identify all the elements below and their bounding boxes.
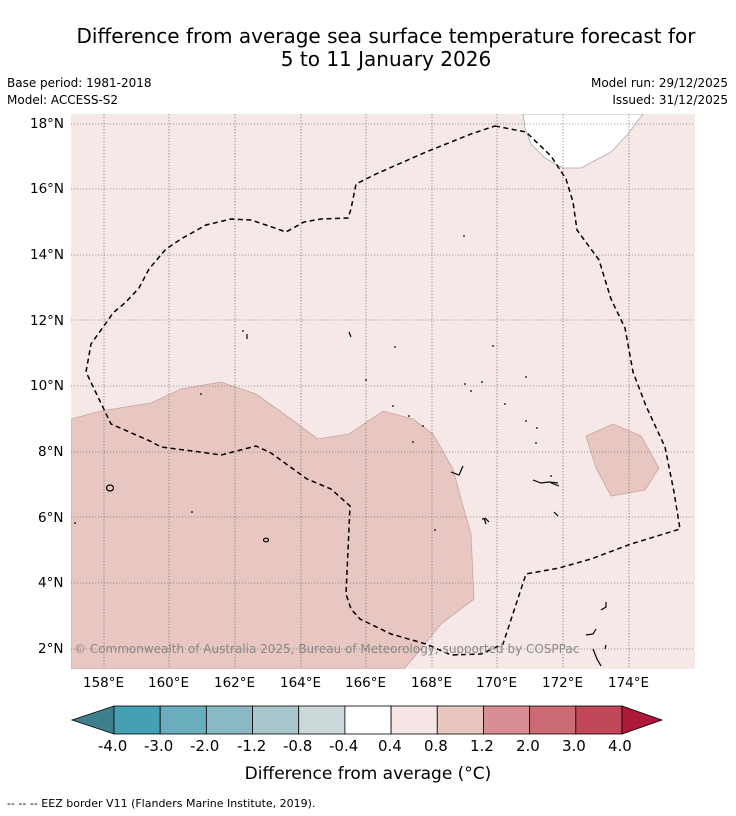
colorbar (70, 705, 664, 735)
x-tick-170e: 170°E (476, 675, 518, 691)
y-tick-14n: 14°N (30, 247, 65, 263)
colorbar-extend-low (70, 705, 115, 735)
colorbar-segment-6 (344, 705, 392, 735)
y-tick-16n: 16°N (30, 181, 65, 197)
y-tick-6n: 6°N (38, 510, 64, 526)
colorbar-segments (113, 705, 623, 735)
cb-label-10: 2.0 (516, 737, 540, 755)
model-name: Model: ACCESS-S2 (7, 93, 119, 107)
colorbar-segment-5 (298, 705, 346, 735)
cb-label-2: -3.0 (144, 737, 174, 755)
colorbar-segment-3 (205, 705, 253, 735)
colorbar-segment-11 (575, 705, 623, 735)
x-tick-164e: 164°E (280, 675, 322, 691)
cb-label-1: -4.0 (98, 737, 128, 755)
reefs (74, 235, 552, 531)
colorbar-segment-4 (252, 705, 300, 735)
x-tick-174e: 174°E (608, 675, 650, 691)
x-tick-172e: 172°E (542, 675, 584, 691)
y-tick-2n: 2°N (38, 641, 64, 657)
issued-date: Issued: 31/12/2025 (612, 93, 728, 107)
cb-label-3: -2.0 (190, 737, 220, 755)
x-tick-162e: 162°E (214, 675, 256, 691)
x-tick-160e: 160°E (148, 675, 190, 691)
x-tick-166e: 166°E (345, 675, 387, 691)
base-period: Base period: 1981-2018 (7, 76, 152, 90)
colorbar-segment-10 (529, 705, 577, 735)
y-tick-10n: 10°N (30, 378, 65, 394)
copyright-notice: © Commonwealth of Australia 2025, Bureau… (74, 642, 579, 656)
model-run: Model run: 29/12/2025 (590, 76, 728, 90)
cb-label-7: 0.4 (378, 737, 402, 755)
map-title-line2: 5 to 11 January 2026 (280, 47, 492, 71)
anomaly-region-warm-east (585, 423, 660, 497)
graticule (71, 114, 695, 669)
colorbar-segment-8 (436, 705, 484, 735)
cb-label-6: -0.4 (329, 737, 359, 755)
colorbar-segment-7 (390, 705, 438, 735)
map-title-line1: Difference from average sea surface temp… (76, 24, 696, 48)
cb-label-8: 0.8 (424, 737, 448, 755)
sst-anomaly-map: © Commonwealth of Australia 2025, Bureau… (71, 114, 695, 669)
colorbar-axis-label: Difference from average (°C) (244, 764, 492, 784)
cb-label-4: -1.2 (237, 737, 267, 755)
colorbar-segment-9 (483, 705, 531, 735)
colorbar-extend-high (621, 705, 664, 735)
x-tick-158e: 158°E (83, 675, 125, 691)
cb-label-12: 4.0 (608, 737, 632, 755)
x-tick-168e: 168°E (411, 675, 453, 691)
eez-legend-note: -- -- -- EEZ border V11 (Flanders Marine… (7, 797, 316, 810)
y-tick-12n: 12°N (30, 313, 65, 329)
cb-label-9: 1.2 (470, 737, 494, 755)
eez-border-main (85, 125, 681, 656)
cb-label-5: -0.8 (283, 737, 313, 755)
islands (105, 331, 607, 667)
y-tick-8n: 8°N (38, 444, 64, 460)
colorbar-segment-2 (159, 705, 207, 735)
anomaly-region-warm-west (71, 381, 475, 669)
y-tick-18n: 18°N (30, 116, 65, 132)
colorbar-segment-1 (113, 705, 161, 735)
y-tick-4n: 4°N (38, 575, 64, 591)
cb-label-11: 3.0 (562, 737, 586, 755)
